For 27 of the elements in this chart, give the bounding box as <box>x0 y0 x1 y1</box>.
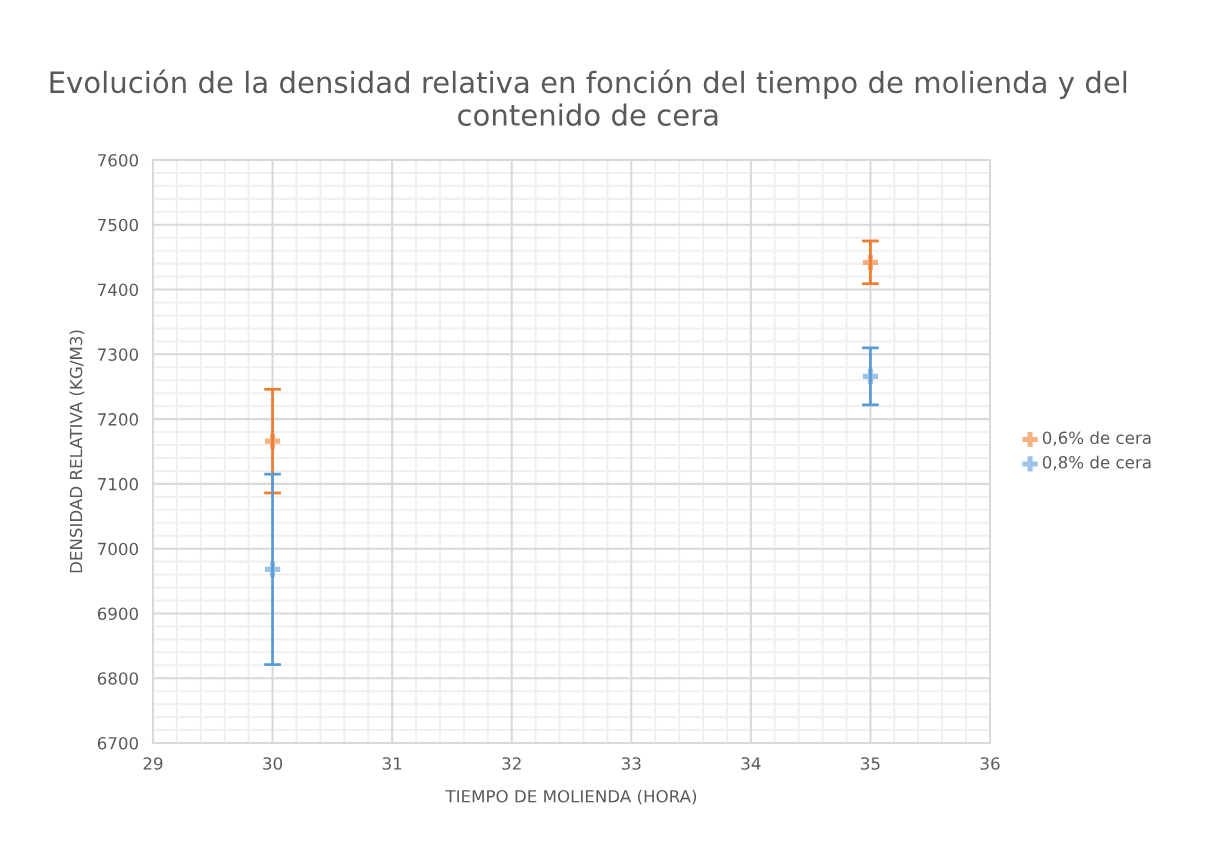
x-axis-title: TIEMPO DE MOLIENDA (HORA) <box>445 789 697 805</box>
x-tick-label: 34 <box>741 757 761 770</box>
x-tick-label: 31 <box>382 757 402 770</box>
chart-title: Evolución de la densidad relativa en fonción del tiempo de molienda y del contenido de cera <box>50 69 1127 126</box>
y-tick-label: 7300 <box>98 348 138 361</box>
point <box>264 561 281 577</box>
y-tick-label: 7200 <box>98 413 138 426</box>
x-tick-label: 30 <box>263 757 283 770</box>
x-tick-label: 29 <box>143 757 163 770</box>
y-tick-label: 7500 <box>98 218 138 232</box>
x-tick-label: 32 <box>502 757 521 770</box>
y-tick-label: 7100 <box>98 477 138 491</box>
legend-label: 0,6% de cera <box>1042 431 1151 446</box>
y-tick-label: 6700 <box>97 736 138 750</box>
y-tick-label: 7600 <box>98 153 138 167</box>
y-tick-label: 7000 <box>98 542 138 556</box>
y-axis-title: DENSIDAD RELATIVA (KG/M3) <box>69 330 85 573</box>
y-tick-label: 6900 <box>97 607 138 621</box>
y-tick-label: 6800 <box>97 672 138 685</box>
y-tick-label: 7400 <box>98 283 138 297</box>
point <box>264 433 281 449</box>
legend-label: 0,8% de cera <box>1042 455 1151 471</box>
point <box>862 254 879 270</box>
point <box>862 368 879 384</box>
x-tick-label: 33 <box>621 757 641 770</box>
x-tick-label: 35 <box>861 757 880 770</box>
x-tick-label: 36 <box>980 757 1000 770</box>
